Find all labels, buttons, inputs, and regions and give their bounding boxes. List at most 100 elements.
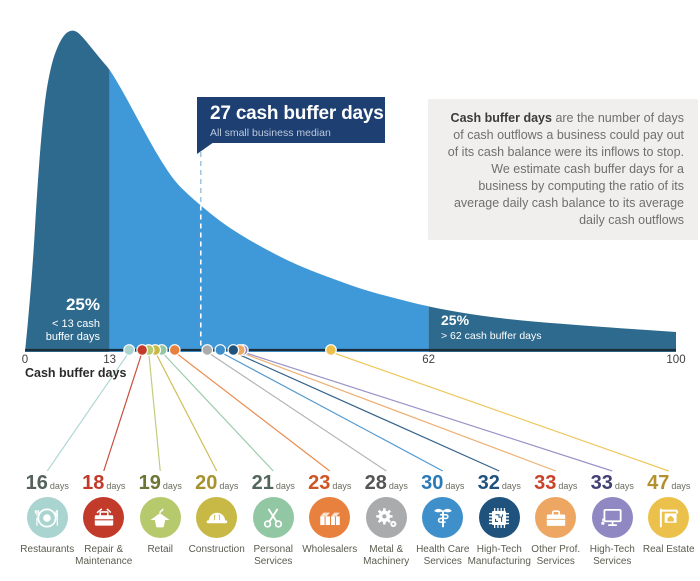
- label-line: Services: [254, 555, 293, 567]
- label-line: Wholesalers: [302, 544, 358, 555]
- label-line: Health Care: [416, 544, 470, 555]
- hanger-icon: [139, 497, 181, 538]
- repair-maintenance-days-value: 18 days: [71, 473, 137, 494]
- gear-icon: [365, 497, 407, 538]
- label-line: Services: [423, 555, 462, 567]
- construction-connector-line: [154, 351, 218, 472]
- x-tick-0: 0: [21, 354, 29, 366]
- label-line: Construction: [188, 544, 245, 555]
- boxes-icon: [309, 497, 351, 538]
- label-line: Services: [536, 555, 575, 567]
- restaurants-label: Restaurants: [14, 544, 80, 556]
- retail-label: Retail: [127, 544, 193, 556]
- hightech-manufacturing-connector-line: [233, 351, 500, 472]
- metal-machinery-axis-dot: [201, 344, 214, 356]
- label-line: Personal: [253, 544, 293, 555]
- definition-term: Cash buffer days: [450, 111, 552, 125]
- wholesalers-axis-dot: [168, 344, 181, 356]
- retail-connector-line: [148, 351, 161, 472]
- days-suffix: days: [445, 481, 465, 491]
- toolbox-icon: [83, 497, 125, 538]
- construction-days-value: 20 days: [184, 473, 250, 494]
- days-number: 32: [477, 472, 500, 494]
- days-suffix: days: [106, 481, 126, 491]
- x-tick-62: 62: [422, 354, 436, 366]
- label-line: High-Tech: [476, 544, 522, 555]
- chip-icon: [478, 497, 520, 538]
- days-suffix: days: [501, 481, 521, 491]
- hightech-manufacturing-days-value: 32 days: [466, 473, 532, 494]
- definition-text: are the number of days of cash outflows …: [447, 111, 684, 227]
- definition-box: Cash buffer days are the number of days …: [428, 99, 698, 240]
- real-estate-axis-dot: [325, 344, 337, 356]
- other-prof-services-connector-line: [239, 351, 556, 472]
- days-number: 28: [364, 472, 387, 494]
- metal-machinery-label: Metal & Machinery: [353, 544, 419, 567]
- days-number: 19: [138, 472, 161, 494]
- median-title: 27 cash buffer days: [210, 103, 384, 124]
- hightech-manufacturing-label: High-Tech Manufacturing: [466, 544, 532, 567]
- wholesalers-days-value: 23 days: [297, 473, 363, 494]
- label-line: Maintenance: [75, 555, 133, 567]
- repair-maintenance-axis-dot: [136, 344, 149, 356]
- hightech-manufacturing-axis-dot: [227, 344, 240, 356]
- label-line: Retail: [147, 544, 174, 555]
- label-line: Other Prof.: [531, 544, 581, 555]
- label-line: Manufacturing: [467, 555, 531, 567]
- health-care-services-axis-dot: [214, 344, 227, 356]
- x-axis-title: Cash buffer days: [25, 366, 127, 380]
- restaurants-connector-line: [46, 351, 130, 472]
- days-number: 18: [82, 472, 105, 494]
- repair-maintenance-label: Repair & Maintenance: [71, 544, 137, 567]
- industry-item-other-prof-services: 33 days Other Prof. Services: [523, 473, 589, 567]
- briefcase-icon: [535, 497, 577, 538]
- scissors-icon: [252, 497, 294, 538]
- days-suffix: days: [332, 481, 352, 491]
- industry-item-hightech-services: 33 days High-Tech Services: [579, 473, 645, 567]
- label-line: Machinery: [363, 555, 410, 567]
- left-tail-percent: 25%: [65, 295, 100, 314]
- industry-item-hightech-manufacturing: 32 days High-Tech Manufacturing: [466, 473, 532, 567]
- days-suffix: days: [614, 481, 634, 491]
- days-suffix: days: [671, 481, 691, 491]
- repair-maintenance-connector-line: [103, 351, 143, 472]
- days-number: 47: [647, 472, 670, 494]
- days-number: 20: [195, 472, 218, 494]
- real-estate-connector-line: [330, 351, 669, 472]
- days-suffix: days: [219, 481, 239, 491]
- right-tail-percent: 25%: [441, 312, 470, 328]
- left-tail-label: 25% < 13 cash buffer days: [30, 295, 100, 343]
- industry-item-real-estate: 47 days Real Estate: [636, 473, 700, 556]
- label-line: Repair &: [84, 544, 124, 555]
- metal-machinery-days-value: 28 days: [353, 473, 419, 494]
- days-suffix: days: [388, 481, 408, 491]
- right-tail-label: 25% > 62 cash buffer days: [441, 312, 542, 342]
- industry-item-repair-maintenance: 18 days Repair & Maintenance: [71, 473, 137, 567]
- industry-item-wholesalers: 23 days Wholesalers: [297, 473, 363, 556]
- days-number: 16: [25, 472, 48, 494]
- health-care-services-connector-line: [220, 351, 444, 472]
- wholesalers-label: Wholesalers: [297, 544, 363, 556]
- hardhat-icon: [196, 497, 238, 538]
- label-line: Restaurants: [20, 544, 75, 555]
- industry-item-health-care-services: 30 days Health Care Services: [410, 473, 476, 567]
- days-suffix: days: [275, 481, 295, 491]
- label-line: High-Tech: [589, 544, 635, 555]
- real-estate-days-value: 47 days: [636, 473, 700, 494]
- left-tail-desc: < 13 cash buffer days: [45, 318, 100, 343]
- label-line: Services: [593, 555, 632, 567]
- days-number: 23: [308, 472, 331, 494]
- personal-services-label: Personal Services: [240, 544, 306, 567]
- distribution-area-above-62: [428, 306, 676, 352]
- x-tick-100: 100: [666, 354, 686, 366]
- median-callout: 27 cash buffer days All small business m…: [197, 97, 385, 143]
- caduceus-icon: [422, 497, 464, 538]
- distribution-area-below-13: [25, 30, 110, 352]
- monitor-icon: [591, 497, 633, 538]
- industry-item-retail: 19 days Retail: [127, 473, 193, 556]
- industry-item-restaurants: 16 days Restaurants: [14, 473, 80, 556]
- hightech-services-connector-line: [242, 351, 613, 472]
- right-tail-desc: > 62 cash buffer days: [441, 330, 542, 342]
